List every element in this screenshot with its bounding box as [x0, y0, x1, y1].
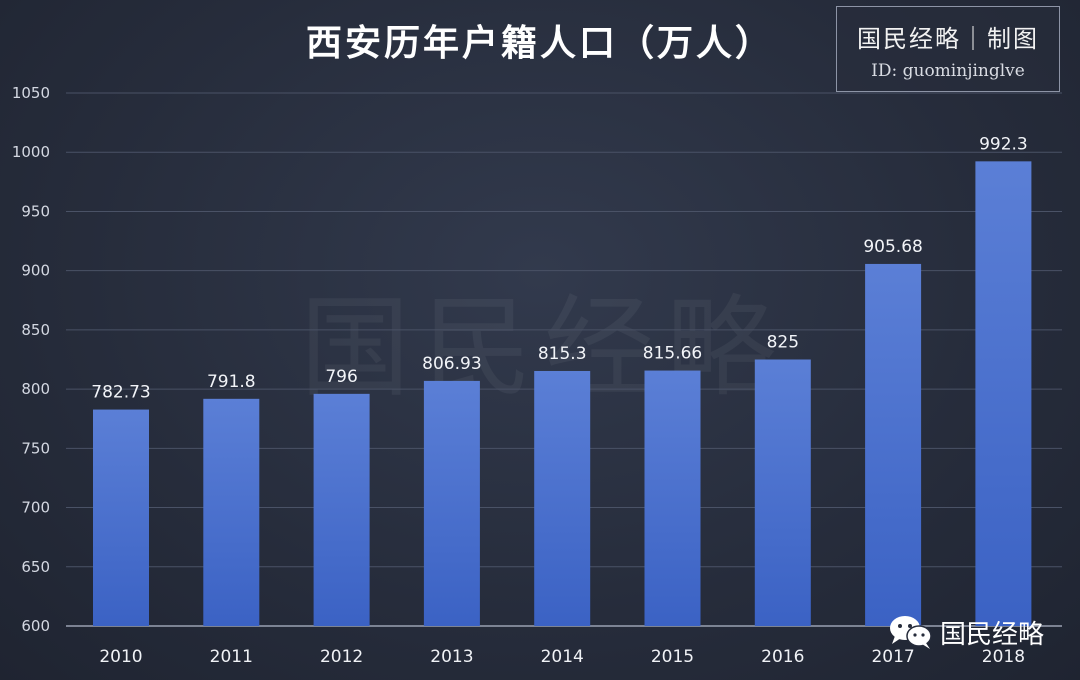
data-label-2013: 806.93: [422, 354, 481, 374]
data-label-2017: 905.68: [863, 237, 922, 257]
x-tick-label: 2018: [982, 647, 1025, 667]
x-tick-label: 2017: [871, 647, 914, 667]
x-tick-label: 2014: [541, 647, 584, 667]
bar-2010: [93, 409, 149, 626]
data-label-2014: 815.3: [538, 344, 587, 364]
y-tick-label: 750: [21, 439, 50, 457]
credit-line: 国民经略｜制图: [857, 25, 1039, 53]
y-tick-label: 850: [21, 321, 50, 339]
x-tick-label: 2012: [320, 647, 363, 667]
bar-2018: [975, 161, 1032, 626]
x-tick-label: 2010: [99, 647, 142, 667]
data-label-2010: 782.73: [91, 383, 150, 403]
data-labels: 782.73 791.8 796 806.93 815.3 815.66 825 905.68…: [91, 134, 1027, 402]
y-tick-label: 700: [21, 499, 50, 517]
y-tick-label: 900: [21, 262, 50, 280]
y-tick-label: 800: [21, 380, 50, 398]
brand-badge: 国民经略: [888, 612, 1044, 652]
bar-2016: [754, 359, 811, 626]
y-tick-label: 950: [21, 202, 50, 220]
data-label-2011: 791.8: [207, 372, 256, 392]
y-tick-label: 650: [21, 558, 50, 576]
data-label-2012: 796: [325, 367, 357, 387]
data-label-2018: 992.3: [979, 134, 1028, 154]
credit-id: ID: guominjinglve: [871, 61, 1025, 81]
credit-box: 国民经略｜制图 ID: guominjinglve: [836, 6, 1060, 92]
bar-2015: [644, 370, 701, 626]
bars: [93, 161, 1032, 626]
x-tick-label: 2016: [761, 647, 804, 667]
x-tick-label: 2015: [651, 647, 694, 667]
bar-2013: [423, 380, 480, 626]
x-tick-label: 2011: [210, 647, 253, 667]
y-tick-label: 1000: [12, 143, 50, 161]
y-axis-ticks: 600 650 700 750 800 850 900 950 1000 1050: [12, 84, 50, 635]
data-label-2016: 825: [767, 333, 799, 353]
brand-text: 国民经略: [940, 619, 1045, 650]
chart-title: 西安历年户籍人口（万人）: [305, 23, 774, 64]
bar-2014: [534, 370, 591, 626]
bar-2017: [865, 263, 922, 626]
bar-2012: [313, 393, 370, 626]
x-axis-labels: 2010 2011 2012 2013 2014 2015 2016 2017 2018: [99, 647, 1025, 667]
bar-2011: [203, 398, 260, 626]
data-label-2015: 815.66: [643, 344, 702, 364]
wechat-icon: [890, 616, 932, 649]
x-tick-label: 2013: [430, 647, 473, 667]
y-tick-label: 600: [21, 617, 50, 635]
y-tick-label: 1050: [12, 84, 50, 102]
